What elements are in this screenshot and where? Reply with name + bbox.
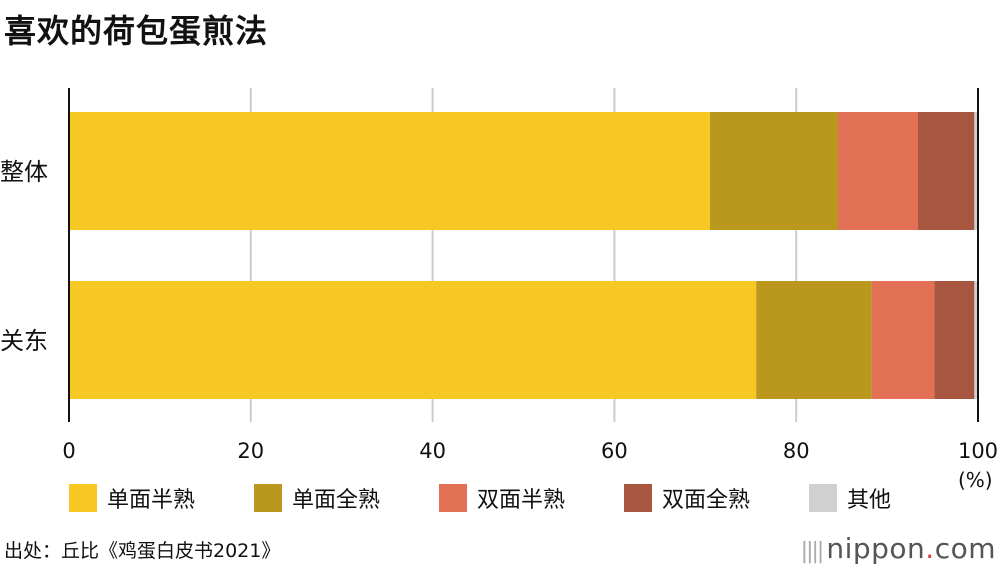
source-note: 出处：丘比《鸡蛋白皮书2021》 <box>4 540 281 562</box>
x-tick-label: 100 <box>958 439 998 463</box>
bar-segment <box>838 112 919 230</box>
x-axis-unit: (%) <box>958 468 993 492</box>
legend-item: 单面半熟 <box>69 482 254 514</box>
x-tick-label: 40 <box>419 439 446 463</box>
x-tick-label: 0 <box>62 439 75 463</box>
bar-segment <box>69 281 757 399</box>
x-tick-label: 60 <box>601 439 628 463</box>
legend-swatch <box>69 484 97 512</box>
legend-label: 双面半熟 <box>477 488 566 513</box>
legend-item: 双面全熟 <box>624 482 809 514</box>
legend-label: 单面全熟 <box>292 488 381 513</box>
nippon-logo: |||| nippon.com <box>800 532 996 565</box>
bar-segment <box>69 112 710 230</box>
legend-item: 单面全熟 <box>254 482 439 514</box>
legend-label: 双面全熟 <box>662 488 751 513</box>
bar-segment <box>974 281 978 399</box>
legend-swatch <box>254 484 282 512</box>
legend-label: 单面半熟 <box>107 488 196 513</box>
legend-swatch <box>809 484 837 512</box>
legend-swatch <box>624 484 652 512</box>
y-category-label: 关东 <box>0 327 48 355</box>
bar-segment <box>709 112 839 230</box>
bar-segment <box>756 281 872 399</box>
logo-bars-icon: |||| <box>800 539 825 564</box>
bar-segment <box>918 112 975 230</box>
bar-segment <box>871 281 935 399</box>
y-category-label: 整体 <box>0 158 48 186</box>
legend-item: 其他 <box>809 482 994 514</box>
legend: 单面半熟 单面全熟 双面半熟 双面全熟 其他 <box>69 482 994 514</box>
bar-segment <box>934 281 975 399</box>
chart-title: 喜欢的荷包蛋煎法 <box>4 12 269 50</box>
x-tick-label: 80 <box>783 439 810 463</box>
legend-label: 其他 <box>847 488 892 513</box>
legend-swatch <box>439 484 467 512</box>
legend-item: 双面半熟 <box>439 482 624 514</box>
bar-segment <box>974 112 978 230</box>
x-tick-label: 20 <box>237 439 264 463</box>
